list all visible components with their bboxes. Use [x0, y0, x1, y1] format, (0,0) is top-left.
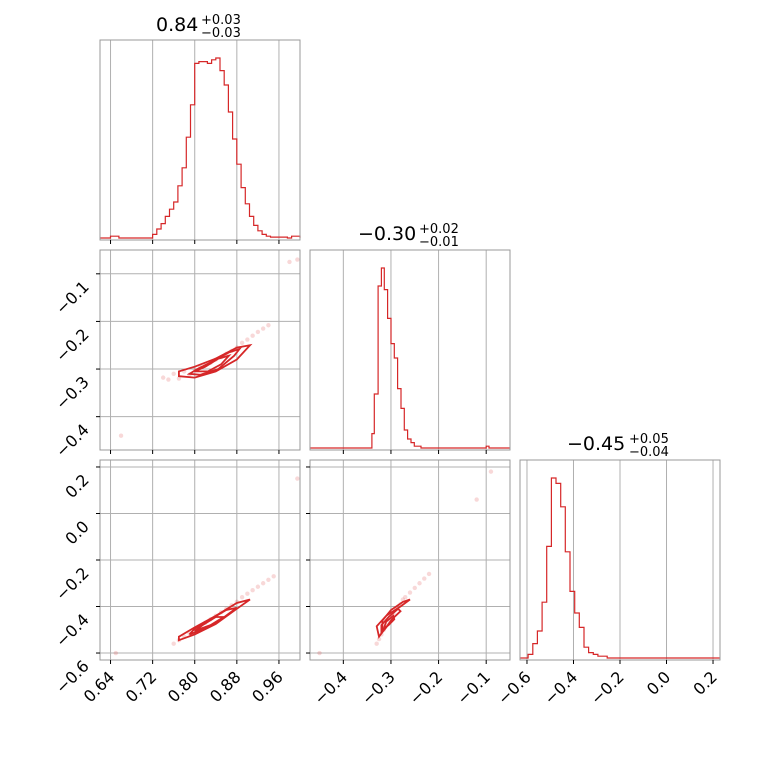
panel-1-0-contour — [177, 343, 253, 379]
panel-2-0-scatter-point — [250, 588, 255, 593]
x-tick-label: −0.4 — [310, 667, 351, 708]
panel-2-1-scatter-point — [488, 469, 494, 474]
panel-1-0-scatter-point — [287, 259, 292, 265]
y-tick-label: −0.1 — [52, 277, 93, 318]
panel-1-1-histogram — [310, 267, 510, 449]
panel-2-1-scatter-point — [376, 636, 382, 642]
panel-1-0-scatter-point — [245, 337, 250, 342]
frame-layer — [99, 39, 721, 661]
panel-2-0-contour — [194, 616, 227, 632]
panel-2-0-contour — [188, 606, 238, 636]
panel-2-1-scatter-point — [426, 571, 432, 577]
title-p1-median: 0.84 — [156, 14, 198, 36]
y-tick-label: −0.4 — [52, 610, 93, 651]
x-tick-label: 0.80 — [164, 667, 203, 706]
panel-2-0-scatter-point — [245, 591, 250, 596]
x-tick-label: −0.1 — [453, 667, 494, 708]
title-p2-minus: −0.01 — [419, 235, 459, 250]
panel-1-0-scatter-point — [166, 377, 171, 382]
panel-2-0-scatter-point — [171, 641, 176, 646]
panel-2-0-scatter-point — [295, 476, 300, 481]
panel-1-0-contour — [186, 347, 243, 376]
x-tick-label: −0.4 — [540, 667, 581, 708]
panel-2-1-scatter-point — [474, 497, 479, 502]
title-layer: 0.84 +0.03 −0.03 −0.30 +0.02 −0.01 −0.45… — [156, 13, 669, 460]
title-p3-plus: +0.05 — [629, 432, 669, 447]
title-p3-median: −0.45 — [567, 433, 625, 455]
panel-2-1-scatter-point — [417, 581, 422, 586]
x-tick-label: 0.72 — [122, 667, 161, 706]
panel-2-1-scatter-point — [412, 585, 417, 591]
x-tick-label: 0.88 — [206, 667, 245, 706]
title-p3-minus: −0.04 — [629, 445, 669, 460]
x-tick-label: 0.96 — [248, 667, 287, 706]
panel-2-0-scatter-point — [255, 584, 261, 589]
panel-1-0-scatter-point — [250, 333, 255, 338]
panel-2-1-scatter-point — [374, 641, 379, 646]
y-tick-label: 0.2 — [61, 470, 92, 501]
title-p2-median: −0.30 — [358, 223, 416, 245]
panel-2-1-contour — [382, 614, 396, 632]
panel-1-0-scatter-point — [160, 375, 166, 380]
panel-1-0-scatter-point — [239, 340, 245, 346]
panel-2-1-scatter-point — [422, 576, 427, 581]
panel-2-0-scatter-point — [239, 595, 245, 600]
panel-1-0-contour — [194, 354, 232, 373]
y-tick-label: 0.0 — [61, 517, 92, 548]
x-tick-label: −0.2 — [405, 667, 446, 708]
panel-2-1-scatter-point — [317, 650, 322, 656]
panel-0-0-histogram — [100, 57, 301, 239]
panel-1-0-scatter-point — [118, 433, 124, 438]
x-tick-label: −0.6 — [494, 667, 535, 708]
panel-2-0-scatter-point — [271, 574, 276, 579]
x-tick-label: 0.2 — [689, 667, 720, 698]
x-tick-label: 0.0 — [643, 667, 674, 698]
panel-2-0-scatter-point — [260, 581, 266, 586]
y-tick-label: −0.3 — [52, 372, 93, 413]
title-p1-minus: −0.03 — [201, 26, 241, 41]
y-tick-label: −0.4 — [52, 420, 93, 461]
panel-1-1-frame — [309, 249, 511, 451]
panel-1-0-scatter-point — [260, 326, 266, 331]
panel-1-0-scatter-point — [295, 257, 300, 262]
title-p2-plus: +0.02 — [419, 222, 459, 237]
panel-1-0-scatter-point — [171, 371, 176, 377]
panel-2-0-scatter-point — [266, 577, 271, 582]
panel-2-2-histogram — [520, 477, 720, 659]
panel-1-0-frame — [99, 249, 301, 451]
panel-0-0-frame — [99, 39, 301, 241]
y-tick-label: −0.2 — [52, 563, 93, 604]
panel-2-1-scatter-point — [403, 595, 408, 600]
y-tick-label: −0.2 — [52, 325, 93, 366]
x-tick-label: −0.2 — [587, 667, 628, 708]
title-p1-plus: +0.03 — [201, 13, 241, 28]
grid-layer — [100, 40, 714, 660]
panel-2-1-scatter-point — [407, 590, 413, 595]
data-layer — [100, 57, 720, 659]
panel-2-1-contour — [375, 598, 411, 639]
x-tick-label: −0.3 — [358, 667, 399, 708]
panel-1-0-scatter-point — [255, 329, 261, 335]
panel-2-0-scatter-point — [113, 650, 118, 656]
panel-1-0-scatter-point — [266, 323, 271, 328]
panel-1-0-scatter-point — [176, 376, 182, 381]
